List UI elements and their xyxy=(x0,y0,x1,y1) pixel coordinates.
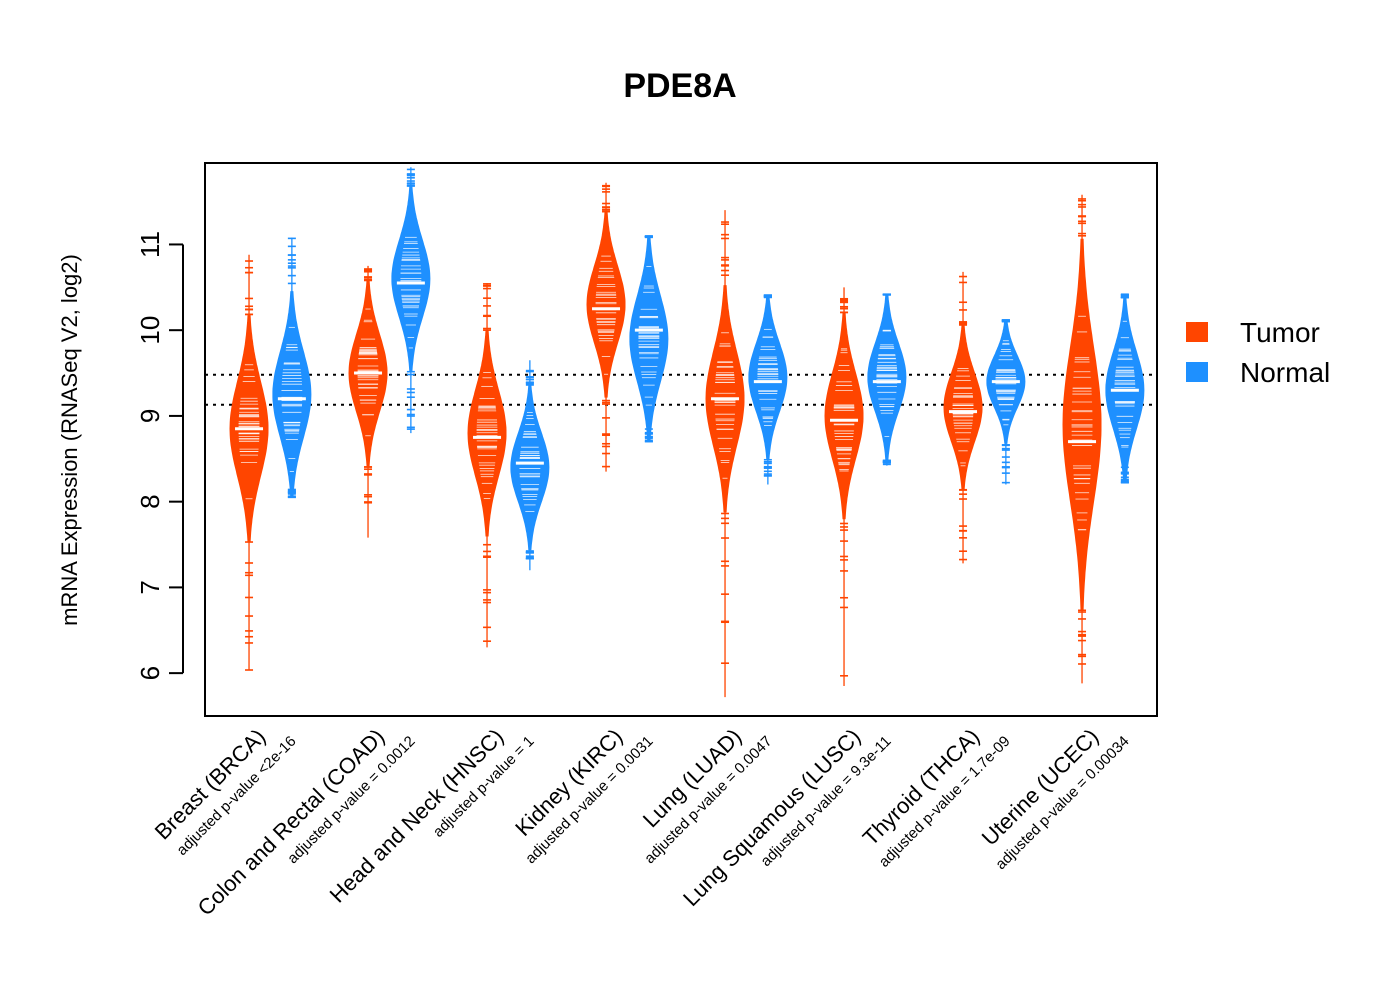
legend-swatch xyxy=(1186,322,1208,342)
legend: Tumor Normal xyxy=(1186,317,1330,388)
normal-bean xyxy=(1105,293,1145,484)
tumor-density xyxy=(586,211,626,398)
normal-bean xyxy=(867,293,907,466)
y-tick-label: 10 xyxy=(135,316,165,345)
y-tick-label: 11 xyxy=(135,231,165,258)
tumor-density xyxy=(943,324,983,491)
normal-bean xyxy=(510,360,550,571)
legend-label: Tumor xyxy=(1240,317,1320,348)
normal-bean xyxy=(391,167,431,434)
tumor-bean xyxy=(943,271,983,564)
beans xyxy=(229,167,1145,698)
normal-bean xyxy=(629,235,669,443)
tumor-bean xyxy=(348,265,388,538)
legend-swatch xyxy=(1186,362,1208,382)
tumor-bean xyxy=(467,283,507,648)
tumor-density xyxy=(1062,238,1102,611)
chart-title: PDE8A xyxy=(623,67,736,105)
normal-bean xyxy=(272,237,312,499)
tumor-bean xyxy=(229,254,269,671)
normal-bean xyxy=(986,319,1026,485)
normal-density xyxy=(272,291,312,498)
tumor-density xyxy=(824,312,864,520)
y-tick-label: 8 xyxy=(135,494,165,508)
plot-frame xyxy=(204,162,1158,717)
normal-density xyxy=(748,294,788,461)
tumor-bean xyxy=(586,182,626,472)
y-axis-label: mRNA Expression (RNASeq V2, log2) xyxy=(57,254,82,626)
y-tick-label: 9 xyxy=(135,409,165,423)
x-axis-labels: Breast (BRCA)adjusted p-value <2e-16Colo… xyxy=(150,724,1133,921)
y-tick-label: 6 xyxy=(135,666,165,680)
y-axis: 6 7 8 9 10 11 xyxy=(135,231,184,680)
tumor-bean xyxy=(824,287,864,686)
normal-bean xyxy=(748,294,788,485)
legend-label: Normal xyxy=(1240,357,1330,388)
tumor-bean xyxy=(705,210,745,698)
y-tick-label: 7 xyxy=(135,580,165,594)
normal-density xyxy=(510,384,550,551)
tumor-bean xyxy=(1062,194,1102,684)
